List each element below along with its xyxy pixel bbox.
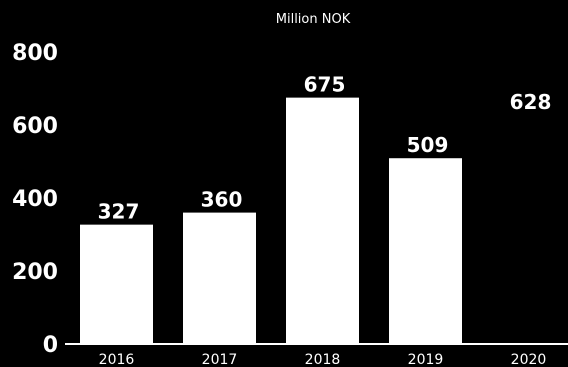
y-tick-label: 200 (12, 260, 58, 285)
data-label-2018: 675 (304, 73, 346, 97)
data-label-2017: 360 (201, 188, 243, 212)
x-tick-label-2020: 2020 (511, 352, 547, 367)
x-tick-label-2018: 2018 (305, 352, 341, 367)
x-tick-label-2017: 2017 (202, 352, 238, 367)
bar-2017 (183, 212, 256, 344)
bar-2020 (492, 114, 565, 344)
data-label-2019: 509 (407, 133, 449, 157)
data-labels-group: 327 360 675 509 628 (98, 73, 552, 224)
bar-2018 (286, 97, 359, 344)
y-tick-label: 600 (12, 114, 58, 139)
bar-2019 (389, 158, 462, 344)
bars-group (80, 97, 565, 344)
y-axis-ticks: 0 200 400 600 800 (12, 41, 58, 358)
unit-label: Million NOK (276, 12, 351, 27)
y-tick-label: 400 (12, 187, 58, 212)
x-axis-ticks: 2016 2017 2018 2019 2020 (99, 352, 547, 367)
bar-2016 (80, 224, 153, 344)
x-tick-label-2019: 2019 (408, 352, 444, 367)
data-label-2020: 628 (510, 90, 552, 114)
y-tick-label: 800 (12, 41, 58, 66)
data-label-2016: 327 (98, 200, 140, 224)
x-tick-label-2016: 2016 (99, 352, 135, 367)
y-tick-label: 0 (43, 333, 58, 358)
